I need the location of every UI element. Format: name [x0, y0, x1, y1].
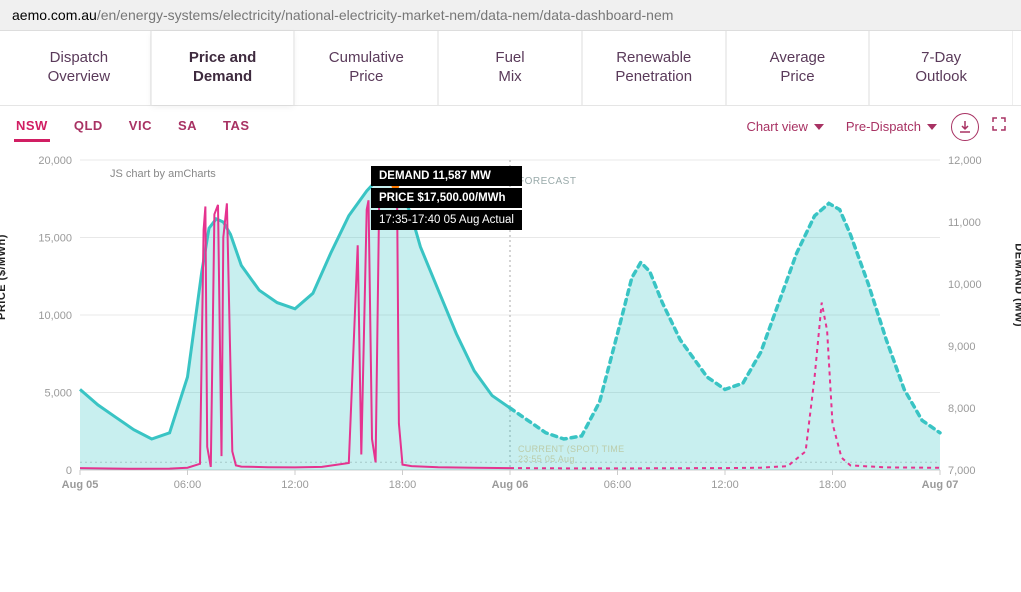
spot-time-label: CURRENT (SPOT) TIME 23:55 05 Aug	[518, 444, 624, 466]
tooltip-price: PRICE $17,500.00/MWh	[371, 188, 522, 208]
chart-view-dropdown[interactable]: Chart view	[738, 115, 831, 138]
tooltip-time: 17:35-17:40 05 Aug Actual	[371, 210, 522, 230]
svg-text:11,000: 11,000	[948, 217, 981, 229]
region-nsw[interactable]: NSW	[14, 112, 50, 142]
svg-text:20,000: 20,000	[38, 155, 72, 167]
region-qld[interactable]: QLD	[72, 112, 105, 142]
tab-price-and-demand[interactable]: Price andDemand	[151, 31, 295, 105]
region-vic[interactable]: VIC	[127, 112, 154, 142]
tab-cumulative-price[interactable]: CumulativePrice	[294, 31, 438, 105]
y-right-title: DEMAND (MW)	[1013, 243, 1021, 327]
svg-text:0: 0	[66, 465, 72, 477]
svg-text:12:00: 12:00	[281, 479, 309, 491]
svg-text:18:00: 18:00	[389, 479, 417, 491]
tab-7-day-outlook[interactable]: 7-DayOutlook	[869, 31, 1013, 105]
hover-tooltip: DEMAND 11,587 MW PRICE $17,500.00/MWh 17…	[371, 166, 522, 232]
download-button[interactable]	[951, 113, 979, 141]
svg-text:5,000: 5,000	[44, 387, 72, 399]
svg-text:10,000: 10,000	[38, 310, 72, 322]
pre-dispatch-label: Pre-Dispatch	[846, 119, 921, 134]
url-bar[interactable]: aemo.com.au/en/energy-systems/electricit…	[0, 0, 1021, 31]
expand-icon	[991, 116, 1007, 132]
chart-credit: JS chart by amCharts	[110, 168, 216, 180]
url-host: aemo.com.au	[12, 7, 97, 23]
tab-fuel-mix[interactable]: FuelMix	[438, 31, 582, 105]
url-path: /en/energy-systems/electricity/national-…	[97, 7, 674, 23]
download-icon	[958, 120, 972, 134]
chart-view-label: Chart view	[746, 119, 807, 134]
tab-dispatch-overview[interactable]: DispatchOverview	[8, 31, 151, 105]
tooltip-demand: DEMAND 11,587 MW	[371, 166, 522, 186]
fullscreen-button[interactable]	[991, 116, 1007, 137]
tab-renewable-penetration[interactable]: RenewablePenetration	[582, 31, 726, 105]
region-sa[interactable]: SA	[176, 112, 199, 142]
svg-text:7,000: 7,000	[948, 465, 976, 477]
svg-text:Aug 07: Aug 07	[922, 479, 959, 491]
svg-text:15,000: 15,000	[38, 232, 72, 244]
svg-text:Aug 05: Aug 05	[62, 479, 99, 491]
svg-text:06:00: 06:00	[604, 479, 632, 491]
svg-text:8,000: 8,000	[948, 403, 976, 415]
forecast-label: FORECAST	[518, 176, 576, 187]
tab-average-price[interactable]: AveragePrice	[726, 31, 870, 105]
sub-toolbar: NSW QLD VIC SA TAS Chart view Pre-Dispatch	[0, 106, 1021, 144]
svg-text:18:00: 18:00	[819, 479, 847, 491]
svg-text:12:00: 12:00	[711, 479, 739, 491]
y-left-title: PRICE ($/MWh)	[0, 234, 8, 320]
chevron-down-icon	[814, 124, 824, 130]
main-tabs: DispatchOverviewPrice andDemandCumulativ…	[0, 31, 1021, 106]
svg-text:06:00: 06:00	[174, 479, 202, 491]
region-tabs: NSW QLD VIC SA TAS	[14, 112, 252, 142]
svg-text:10,000: 10,000	[948, 279, 982, 291]
svg-text:12,000: 12,000	[948, 155, 982, 167]
svg-text:Aug 06: Aug 06	[492, 479, 529, 491]
svg-text:9,000: 9,000	[948, 341, 976, 353]
pre-dispatch-dropdown[interactable]: Pre-Dispatch	[838, 115, 945, 138]
region-tas[interactable]: TAS	[221, 112, 252, 142]
chevron-down-icon	[927, 124, 937, 130]
